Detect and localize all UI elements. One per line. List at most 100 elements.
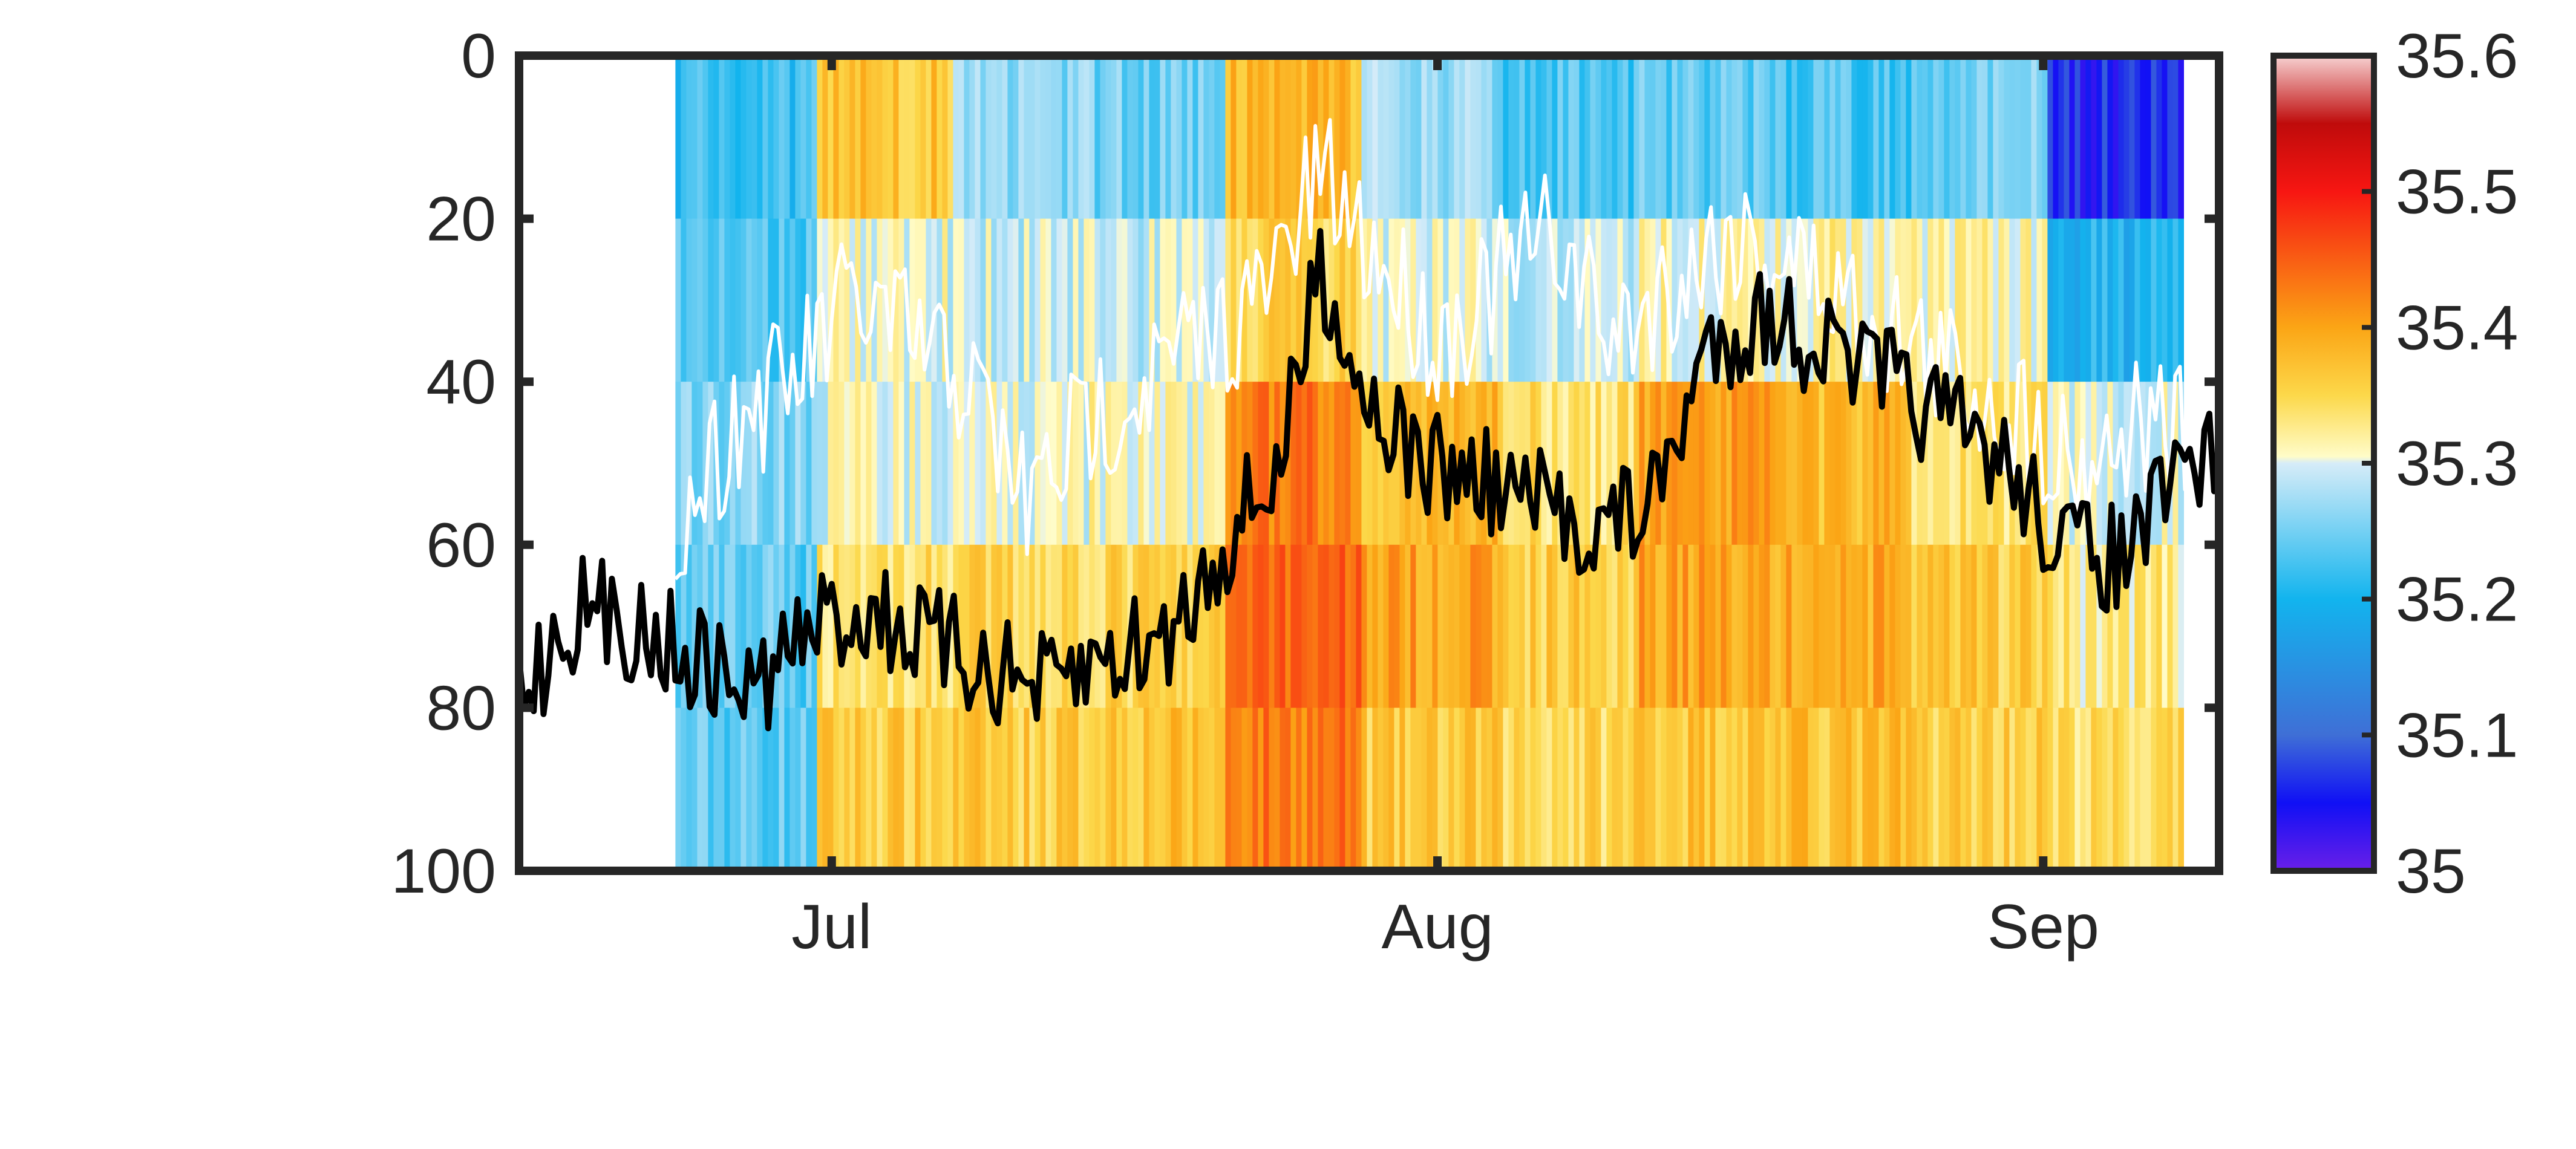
heatmap-cell <box>1154 708 1160 871</box>
heatmap-cell <box>828 218 834 382</box>
heatmap-cell <box>2020 708 2026 871</box>
heatmap-cell <box>882 56 888 220</box>
heatmap-cell <box>1176 382 1182 545</box>
heatmap-cell <box>702 56 708 220</box>
heatmap-cell <box>1895 56 1901 220</box>
heatmap-cell <box>768 382 774 545</box>
heatmap-cell <box>1416 218 1422 382</box>
heatmap-cell <box>1334 544 1340 708</box>
heatmap-cell <box>1350 382 1356 545</box>
heatmap-cell <box>1345 708 1351 871</box>
heatmap-cell <box>1780 544 1787 708</box>
heatmap-cell <box>1296 708 1302 871</box>
heatmap-cell <box>1029 544 1035 708</box>
heatmap-cell <box>1819 56 1825 220</box>
heatmap-cell <box>1345 56 1351 220</box>
heatmap-cell <box>1236 218 1242 382</box>
heatmap-cell <box>2031 218 2037 382</box>
heatmap-cell <box>920 382 926 545</box>
heatmap-cell <box>1971 382 1977 545</box>
heatmap-cell <box>893 218 899 382</box>
heatmap-cell <box>937 218 943 382</box>
heatmap-cell <box>1013 56 1019 220</box>
heatmap-cell <box>1595 708 1601 871</box>
heatmap-cell <box>1154 382 1160 545</box>
heatmap-cell <box>1846 382 1852 545</box>
heatmap-cell <box>811 56 817 220</box>
heatmap-cell <box>1367 382 1373 545</box>
heatmap-cell <box>2113 56 2119 220</box>
heatmap-cell <box>724 218 730 382</box>
heatmap-cell <box>1231 382 1237 545</box>
heatmap-cell <box>1742 708 1748 871</box>
heatmap-cell <box>1285 56 1291 220</box>
heatmap-cell <box>1525 708 1531 871</box>
heatmap-cell <box>893 56 899 220</box>
heatmap-cell <box>1563 382 1569 545</box>
heatmap-cell <box>1884 382 1890 545</box>
heatmap-cell <box>2118 544 2124 708</box>
heatmap-cell <box>1846 708 1852 871</box>
heatmap-cell <box>2140 544 2146 708</box>
heatmap-cell <box>1612 544 1618 708</box>
heatmap-cell <box>1595 56 1601 220</box>
heatmap-cell <box>2172 218 2179 382</box>
heatmap-cell <box>2042 708 2048 871</box>
heatmap-cell <box>877 382 883 545</box>
heatmap-cell <box>1623 218 1629 382</box>
heatmap-cell <box>909 56 915 220</box>
heatmap-cell <box>844 544 850 708</box>
heatmap-cell <box>1786 56 1792 220</box>
heatmap-cell <box>1906 382 1912 545</box>
heatmap-cell <box>1813 708 1819 871</box>
heatmap-cell <box>2172 56 2179 220</box>
heatmap-cell <box>1541 544 1547 708</box>
heatmap-cell <box>1775 56 1781 220</box>
heatmap-cell <box>757 544 763 708</box>
heatmap-cell <box>996 56 1002 220</box>
heatmap-cell <box>1296 56 1302 220</box>
heatmap-cell <box>1873 708 1879 871</box>
heatmap-cell <box>795 56 801 220</box>
heatmap-cell <box>1013 218 1019 382</box>
heatmap-cell <box>1383 544 1389 708</box>
heatmap-cell <box>1421 382 1427 545</box>
heatmap-cell <box>1143 218 1149 382</box>
heatmap-cell <box>904 56 910 220</box>
heatmap-cell <box>1862 218 1868 382</box>
heatmap-cell <box>828 382 834 545</box>
heatmap-cell <box>751 56 757 220</box>
heatmap-cell <box>1416 544 1422 708</box>
heatmap-cell <box>1955 382 1961 545</box>
heatmap-cell <box>975 56 981 220</box>
heatmap-cell <box>675 544 681 708</box>
heatmap-cell <box>1976 382 1983 545</box>
heatmap-cell <box>1606 382 1612 545</box>
heatmap-cell <box>1563 708 1569 871</box>
heatmap-cell <box>1176 56 1182 220</box>
heatmap-cell <box>1922 708 1928 871</box>
heatmap-cell <box>1486 544 1492 708</box>
heatmap-cell <box>1492 56 1498 220</box>
heatmap-cell <box>1171 218 1177 382</box>
heatmap-cell <box>2102 382 2108 545</box>
heatmap-cell <box>1350 218 1356 382</box>
heatmap-cell <box>1443 708 1449 871</box>
heatmap-cell <box>991 56 997 220</box>
colorbar-gradient <box>2270 53 2377 874</box>
heatmap-cell <box>2015 382 2021 545</box>
heatmap-cell <box>1682 382 1688 545</box>
heatmap-cell <box>1078 218 1084 382</box>
heatmap-cell <box>697 708 703 871</box>
heatmap-cell <box>795 218 801 382</box>
heatmap-cell <box>2145 56 2151 220</box>
heatmap-cell <box>2036 708 2042 871</box>
heatmap-cell <box>958 218 964 382</box>
heatmap-cell <box>1378 708 1384 871</box>
heatmap-cell <box>1508 56 1514 220</box>
heatmap-cell <box>1252 544 1258 708</box>
heatmap-cell <box>964 56 970 220</box>
heatmap-cell <box>1154 544 1160 708</box>
heatmap-cell <box>1677 544 1683 708</box>
heatmap-cell <box>1263 56 1269 220</box>
